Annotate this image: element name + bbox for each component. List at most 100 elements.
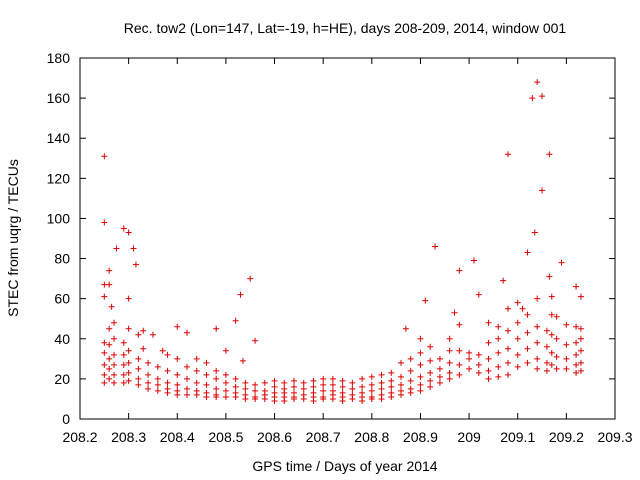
data-point (417, 373, 424, 380)
data-point (548, 331, 555, 338)
data-point (485, 375, 492, 382)
data-point (407, 355, 414, 362)
data-point (446, 369, 453, 376)
data-point (310, 383, 317, 390)
y-tick-label: 140 (47, 130, 71, 146)
data-point (222, 379, 229, 386)
data-point (320, 381, 327, 388)
data-point (417, 381, 424, 388)
data-point (573, 369, 580, 376)
data-point (505, 151, 511, 158)
y-tick: 120 (47, 170, 615, 186)
y-axis-label: STEC from uqrg / TECUs (5, 159, 21, 317)
x-tick-label: 208.5 (208, 429, 243, 445)
data-point (456, 361, 463, 368)
data-point (398, 391, 404, 398)
data-point (534, 295, 541, 302)
data-point (145, 359, 152, 366)
data-point (456, 371, 463, 378)
data-point (310, 397, 317, 404)
data-point (417, 387, 424, 394)
data-point (203, 381, 210, 388)
data-point (125, 229, 132, 236)
x-tick-label: 208.3 (111, 429, 146, 445)
data-point (339, 377, 346, 384)
data-point (106, 375, 113, 382)
data-point (359, 383, 366, 390)
data-point (475, 351, 482, 358)
data-point (111, 351, 118, 358)
data-point (203, 371, 210, 378)
data-point (111, 371, 118, 378)
data-point (174, 391, 181, 398)
y-tick-label: 160 (47, 90, 71, 106)
data-point (378, 385, 385, 392)
data-point (120, 361, 127, 368)
data-point (222, 347, 229, 354)
data-point (291, 383, 297, 390)
data-point (398, 359, 404, 366)
data-point (101, 153, 108, 160)
data-point (546, 151, 553, 158)
data-point (184, 391, 190, 398)
data-point (485, 355, 492, 362)
data-point (120, 379, 127, 386)
data-point (213, 393, 220, 400)
data-point (106, 355, 113, 362)
data-point (543, 327, 550, 334)
data-point (339, 397, 346, 404)
data-point (184, 375, 190, 382)
data-point (368, 381, 375, 388)
data-point (446, 335, 453, 342)
data-point (113, 245, 120, 252)
data-point (111, 379, 118, 386)
data-point (505, 371, 511, 378)
data-point (534, 339, 541, 346)
data-point (261, 395, 268, 402)
data-point (101, 339, 108, 346)
y-tick: 60 (54, 291, 615, 307)
data-point (140, 327, 147, 334)
data-point (174, 355, 181, 362)
data-point (577, 347, 584, 354)
data-point (543, 359, 550, 366)
data-point (505, 345, 511, 352)
data-point (106, 267, 113, 274)
data-point (111, 335, 118, 342)
data-point (573, 351, 580, 358)
data-point (101, 349, 108, 356)
data-point (159, 347, 166, 354)
plot-frame (79, 57, 616, 420)
data-point (101, 379, 108, 386)
x-tick-label: 209.3 (597, 429, 632, 445)
data-point (140, 345, 147, 352)
data-point (436, 373, 443, 380)
y-tick: 40 (54, 331, 615, 347)
data-point (573, 323, 580, 330)
data-point (573, 283, 580, 290)
data-point (300, 395, 307, 402)
y-tick-label: 180 (47, 50, 71, 66)
data-point (485, 319, 492, 326)
data-point (407, 377, 414, 384)
data-point (378, 395, 385, 402)
data-point (164, 367, 171, 374)
data-point (514, 335, 521, 342)
data-point (184, 329, 190, 336)
data-point (291, 395, 297, 402)
data-point (106, 365, 113, 372)
x-tick: 208.2 (62, 58, 98, 445)
data-point (120, 225, 127, 232)
data-point (573, 361, 580, 368)
x-tick-label: 209.1 (500, 429, 535, 445)
data-point (101, 293, 108, 300)
data-point (106, 325, 113, 332)
data-point (349, 379, 356, 386)
x-tick: 208.8 (354, 58, 390, 445)
y-tick: 180 (47, 50, 615, 66)
data-point (120, 339, 127, 346)
x-tick: 208.5 (208, 58, 244, 445)
data-point (531, 229, 538, 236)
data-point (247, 275, 254, 282)
